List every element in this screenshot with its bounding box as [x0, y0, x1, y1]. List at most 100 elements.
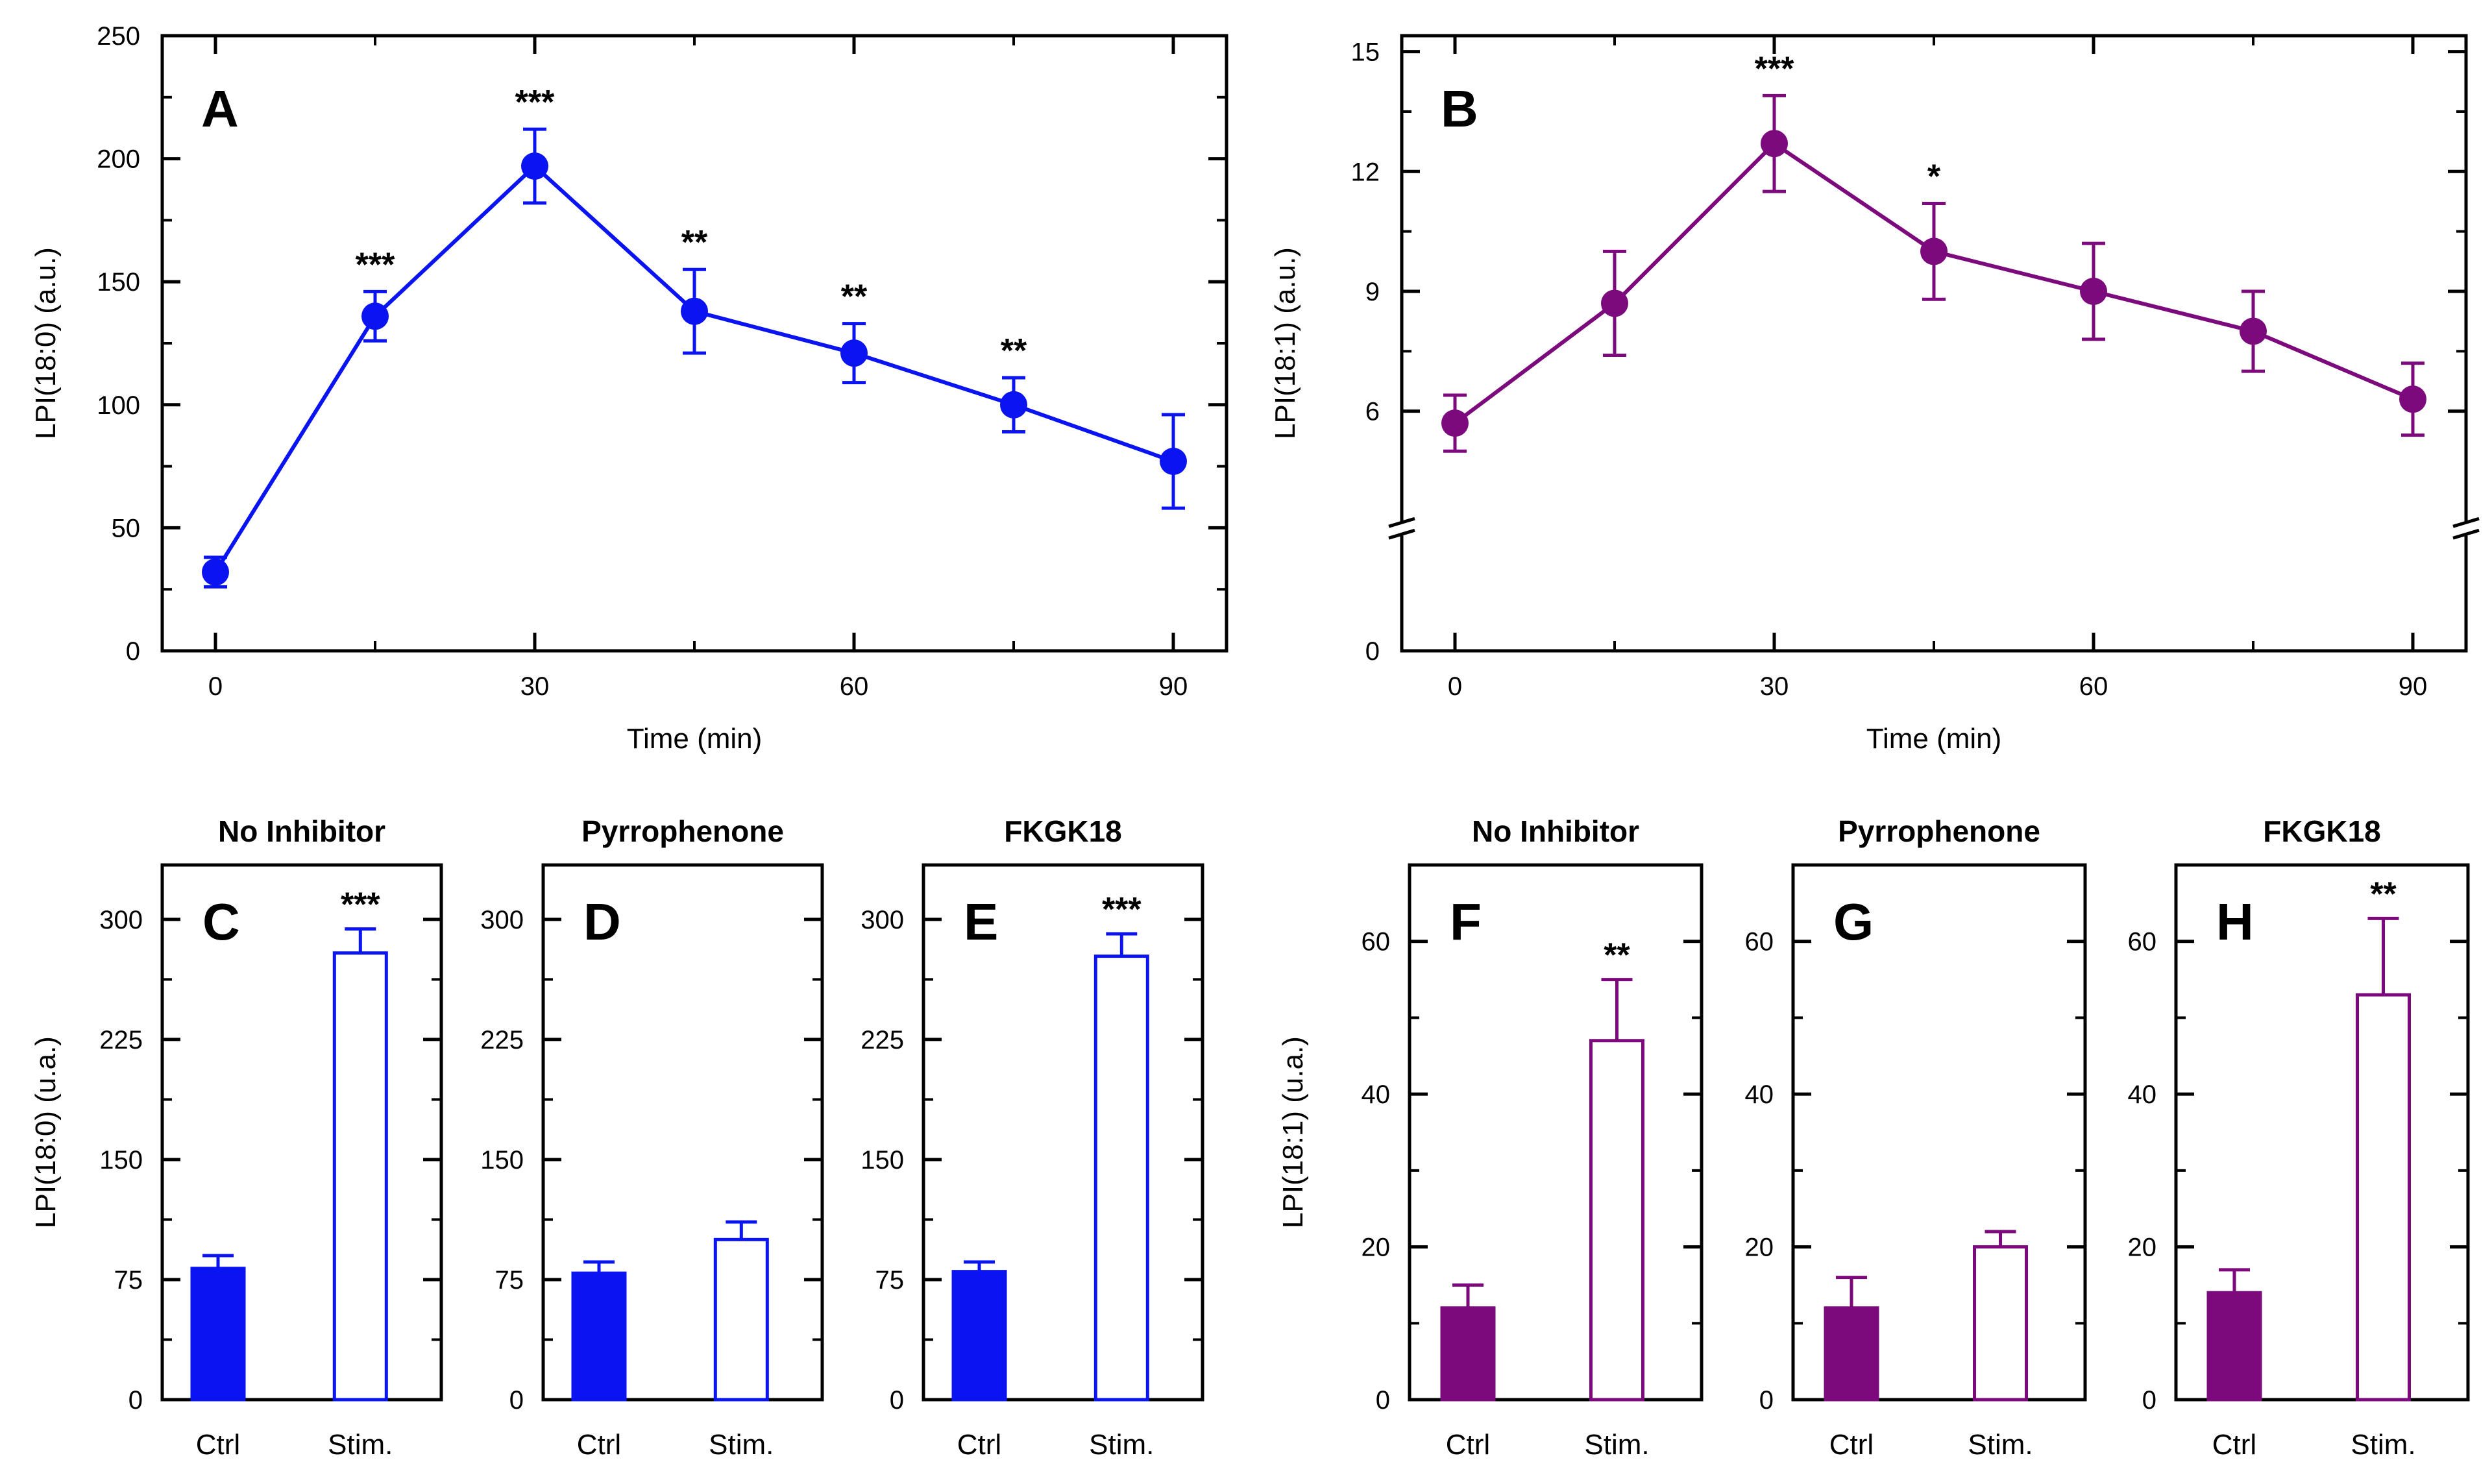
y-tick-label: 0 — [1376, 1386, 1390, 1415]
category-label: Ctrl — [1446, 1429, 1490, 1461]
y-tick-label: 50 — [112, 514, 141, 542]
panel-letter: G — [1833, 893, 1874, 951]
y-tick-label: 300 — [861, 906, 904, 934]
panel-title: Pyrrophenone — [581, 814, 784, 848]
plot-frame — [2174, 863, 2470, 1402]
significance-label: *** — [341, 886, 380, 924]
panel-title: No Inhibitor — [1472, 814, 1639, 848]
bar-stim — [1589, 1039, 1644, 1402]
x-axis-title: Time (min) — [1866, 723, 2002, 755]
plot-frame — [1791, 863, 2087, 1402]
y-tick-label: 150 — [99, 1146, 143, 1174]
y-tick-label: 60 — [1745, 928, 1774, 956]
bar-stim — [332, 951, 388, 1402]
plot-frame — [541, 863, 824, 1402]
x-tick-label: 30 — [520, 672, 550, 701]
y-tick-label: 0 — [1365, 637, 1380, 666]
data-point — [2080, 277, 2107, 305]
x-tick-label: 90 — [1159, 672, 1188, 701]
data-point — [1601, 289, 1628, 317]
y-tick-label: 60 — [1362, 928, 1391, 956]
axis-break-mark — [2452, 517, 2480, 528]
y-tick-label: 300 — [99, 906, 143, 934]
bar-stim — [713, 1237, 769, 1402]
category-label: Ctrl — [1829, 1429, 1874, 1461]
panel-letter: H — [2216, 893, 2254, 951]
y-tick-label: 300 — [480, 906, 524, 934]
data-point — [361, 302, 389, 330]
category-label: Ctrl — [577, 1429, 621, 1461]
panel-title: FKGK18 — [1004, 814, 1121, 848]
data-point — [2240, 317, 2267, 345]
panel-letter: E — [964, 893, 998, 951]
panel-a: 0 50 100 150 200 250 0 30 60 90 Time (min) LPI(18:0… — [30, 22, 1228, 755]
plot-frame — [1408, 863, 1704, 1402]
category-label: Stim. — [2351, 1429, 2415, 1461]
y-tick-label: 20 — [1745, 1234, 1774, 1262]
category-label: Stim. — [1089, 1429, 1154, 1461]
plot-frame — [160, 863, 443, 1402]
y-axis-title: LPI(18:0) (a.u.) — [30, 247, 62, 439]
x-axis-title: Time (min) — [627, 723, 763, 755]
panel-title: Pyrrophenone — [1838, 814, 2040, 848]
data-point — [840, 339, 868, 367]
y-tick-label: 40 — [1745, 1080, 1774, 1109]
x-tick-label: 60 — [840, 672, 869, 701]
data-point — [1920, 237, 1948, 265]
category-label: Stim. — [1584, 1429, 1649, 1461]
bar-ctrl — [1440, 1306, 1496, 1402]
y-axis-title: LPI(18:1) (a.u.) — [1269, 247, 1301, 439]
x-tick-label: 90 — [2399, 672, 2428, 701]
significance-label: *** — [356, 246, 395, 284]
significance-label: *** — [1102, 891, 1142, 929]
y-tick-label: 75 — [495, 1266, 524, 1295]
y-tick-label: 75 — [114, 1266, 143, 1295]
y-tick-label: 20 — [1362, 1234, 1391, 1262]
y-tick-label: 225 — [480, 1026, 524, 1054]
bar-stim — [2356, 993, 2411, 1402]
panel-h: 0 20 40 60 FKGK18 H Ctrl Stim. ** — [2128, 814, 2470, 1461]
data-point — [521, 152, 548, 180]
data-point — [1160, 448, 1187, 476]
y-axis-title: LPI(18:0) (u.a.) — [30, 1036, 62, 1228]
x-tick-label: 0 — [208, 672, 223, 701]
panel-letter: F — [1450, 893, 1482, 951]
y-tick-label: 60 — [2128, 928, 2157, 956]
significance-label: ** — [841, 278, 868, 316]
panel-c: 0 75 150 225 300 No Inhibitor C LPI(18:0) (u.a.… — [30, 814, 443, 1461]
axis-break-mark — [2452, 528, 2480, 540]
data-point — [681, 297, 708, 325]
y-tick-label: 6 — [1365, 398, 1380, 426]
y-tick-label: 0 — [126, 637, 140, 666]
panel-d: 0 75 150 225 300 Pyrrophenone D Ctrl Stim. — [480, 814, 824, 1461]
bar-ctrl — [951, 1270, 1007, 1402]
bar-ctrl — [571, 1271, 627, 1402]
y-axis-title: LPI(18:1) (u.a.) — [1277, 1036, 1309, 1228]
x-tick-label: 60 — [2079, 672, 2108, 701]
y-tick-label: 225 — [99, 1026, 143, 1054]
panel-letter: B — [1441, 80, 1478, 138]
category-label: Ctrl — [2212, 1429, 2256, 1461]
category-label: Stim. — [328, 1429, 393, 1461]
axis-break-mark — [1388, 517, 1415, 528]
significance-label: ** — [1001, 332, 1027, 370]
y-tick-label: 150 — [97, 268, 140, 297]
data-point — [1000, 391, 1027, 419]
bar-stim — [1093, 955, 1149, 1402]
y-tick-label: 40 — [2128, 1080, 2157, 1109]
y-tick-label: 15 — [1351, 38, 1380, 67]
panel-g: 0 20 40 60 Pyrrophenone G Ctrl Stim. — [1745, 814, 2087, 1461]
x-tick-label: 0 — [1448, 672, 1462, 701]
panel-letter: C — [202, 893, 240, 951]
bar-ctrl — [2206, 1291, 2262, 1402]
y-tick-label: 225 — [861, 1026, 904, 1054]
panel-e: 0 75 150 225 300 FKGK18 E Ctrl Stim. *** — [861, 814, 1204, 1461]
y-tick-label: 0 — [128, 1386, 143, 1415]
panel-title: No Inhibitor — [218, 814, 385, 848]
significance-label: *** — [1755, 50, 1794, 88]
x-tick-label: 30 — [1760, 672, 1789, 701]
significance-label: * — [1927, 158, 1941, 196]
y-tick-label: 250 — [97, 22, 140, 51]
